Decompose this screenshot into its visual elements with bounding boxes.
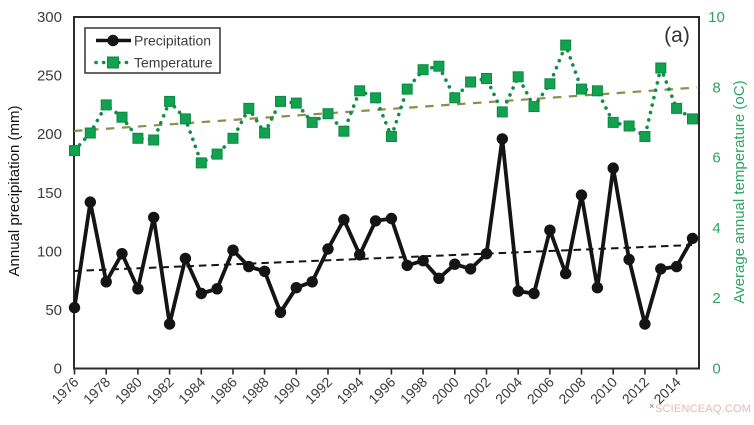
svg-text:0: 0 [54, 361, 62, 378]
svg-text:10: 10 [708, 9, 725, 26]
svg-text:150: 150 [37, 185, 62, 202]
svg-text:8: 8 [712, 79, 720, 96]
svg-text:Average annual temperature (oC: Average annual temperature (oC) [731, 80, 748, 303]
svg-text:Temperature: Temperature [134, 55, 213, 71]
svg-text:2: 2 [712, 290, 720, 307]
svg-text:250: 250 [37, 68, 62, 85]
svg-text:4: 4 [712, 220, 720, 237]
svg-text:300: 300 [37, 9, 62, 26]
svg-text:×: × [649, 401, 654, 411]
svg-text:100: 100 [37, 243, 62, 260]
svg-text:Precipitation: Precipitation [134, 33, 211, 49]
svg-text:6: 6 [712, 150, 720, 167]
svg-text:SCIENCEAQ.COM: SCIENCEAQ.COM [655, 403, 751, 415]
svg-text:(a): (a) [664, 24, 690, 47]
svg-text:Annual precipitation (mm): Annual precipitation (mm) [6, 106, 23, 277]
svg-text:50: 50 [45, 302, 62, 319]
svg-text:0: 0 [712, 361, 720, 378]
svg-text:200: 200 [37, 126, 62, 143]
